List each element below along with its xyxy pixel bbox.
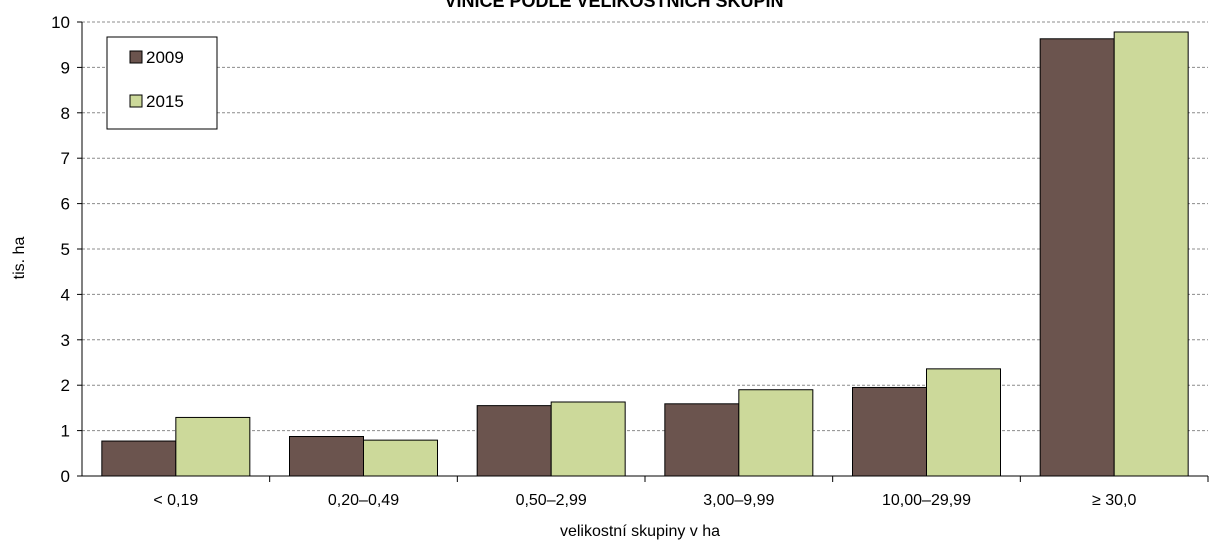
legend-box: [106, 36, 218, 130]
legend-swatch-2009: [129, 50, 143, 64]
legend-label-2015: 2015: [146, 92, 184, 111]
bar-2015-0: [175, 416, 251, 477]
y-tick-label: 3: [61, 331, 70, 350]
bar-2009-4: [852, 386, 927, 477]
bar-2009-0: [101, 440, 177, 477]
x-tick-label: 0,50–2,99: [516, 492, 587, 509]
x-tick-label: 0,20–0,49: [328, 492, 399, 509]
y-axis-label: tis. ha: [11, 237, 28, 280]
bar-2009-3: [664, 403, 740, 477]
y-tick-label: 9: [61, 58, 70, 77]
y-tick-label: 10: [51, 13, 70, 32]
legend-swatch-2015: [129, 94, 143, 108]
gridlines: [82, 21, 1208, 432]
bar-2015-3: [738, 389, 814, 477]
bars: [101, 31, 1189, 477]
chart-title: VINICE PODLE VELIKOSTNÍCH SKUPIN: [444, 0, 783, 11]
y-tick-label: 1: [61, 422, 70, 441]
legend: 2009 2015: [106, 36, 218, 130]
bar-2009-1: [289, 436, 364, 477]
x-tick-label: 10,00–29,99: [882, 492, 971, 509]
y-tick-label: 4: [61, 285, 70, 304]
y-tick-label: 6: [61, 195, 70, 214]
y-tick-labels: 0 1 2 3 4 5 6 7 8 9 10: [51, 13, 82, 486]
y-tick-label: 0: [61, 467, 70, 486]
bar-2015-1: [363, 439, 438, 477]
bar-2015-4: [926, 368, 1001, 477]
x-tick-label: 3,00–9,99: [703, 492, 774, 509]
y-tick-label: 8: [61, 104, 70, 123]
x-tick-label: ≥ 30,0: [1092, 492, 1136, 509]
bar-2015-5: [1113, 31, 1189, 477]
bar-2009-5: [1039, 38, 1115, 477]
legend-label-2009: 2009: [146, 48, 184, 67]
y-tick-label: 7: [61, 149, 70, 168]
bar-2009-2: [476, 405, 552, 477]
x-tick-label: < 0,19: [153, 492, 198, 509]
bar-2015-2: [550, 401, 626, 477]
x-tick-labels: < 0,19 0,20–0,49 0,50–2,99 3,00–9,99 10,00–2…: [153, 476, 1209, 509]
y-tick-label: 5: [61, 240, 70, 259]
y-tick-label: 2: [61, 376, 70, 395]
x-axis-label: velikostní skupiny v ha: [560, 523, 720, 540]
